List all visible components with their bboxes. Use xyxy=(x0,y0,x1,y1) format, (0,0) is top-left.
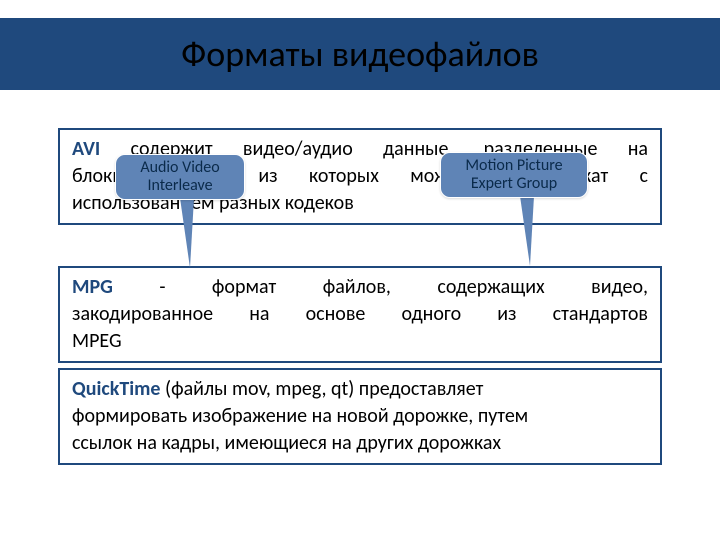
callout-tail-1 xyxy=(180,198,194,268)
box3-l1-rest: (файлы mov, mpeg, qt) предоставляет xyxy=(161,377,484,401)
callout1-l2: Interleave xyxy=(147,176,212,195)
callout2-text: Motion Picture Expert Group xyxy=(465,157,562,194)
callout-audio-video-interleave: Audio Video Interleave xyxy=(115,154,245,200)
title-bar: Форматы видеофайлов xyxy=(0,18,720,90)
callout2-l2: Expert Group xyxy=(471,174,557,193)
box3-line2: формировать изображение на новой дорожке… xyxy=(72,403,648,430)
box2-line1: MPG - формат файлов, содержащих видео, xyxy=(72,274,648,301)
callout2-l1: Motion Picture xyxy=(465,156,562,175)
info-box-mpg: MPG - формат файлов, содержащих видео, з… xyxy=(58,266,662,363)
term-quicktime: QuickTime xyxy=(72,377,161,401)
term-avi: AVI xyxy=(72,137,100,161)
callout-motion-picture-expert-group: Motion Picture Expert Group xyxy=(440,152,588,198)
box2-l1-rest: - формат файлов, содержащих видео, xyxy=(113,275,648,299)
box2-line2: закодированное на основе одного из станд… xyxy=(72,301,648,328)
box3-line3: ссылок на кадры, имеющиеся на других дор… xyxy=(72,430,648,457)
info-box-quicktime: QuickTime (файлы mov, mpeg, qt) предоста… xyxy=(58,368,662,465)
callout1-l1: Audio Video xyxy=(140,158,219,177)
term-mpg: MPG xyxy=(72,275,113,299)
callout1-text: Audio Video Interleave xyxy=(140,159,219,196)
box3-line1: QuickTime (файлы mov, mpeg, qt) предоста… xyxy=(72,376,648,403)
slide-title: Форматы видеофайлов xyxy=(181,32,539,76)
callout-tail-2 xyxy=(520,196,534,266)
box2-line3: MPEG xyxy=(72,328,648,355)
